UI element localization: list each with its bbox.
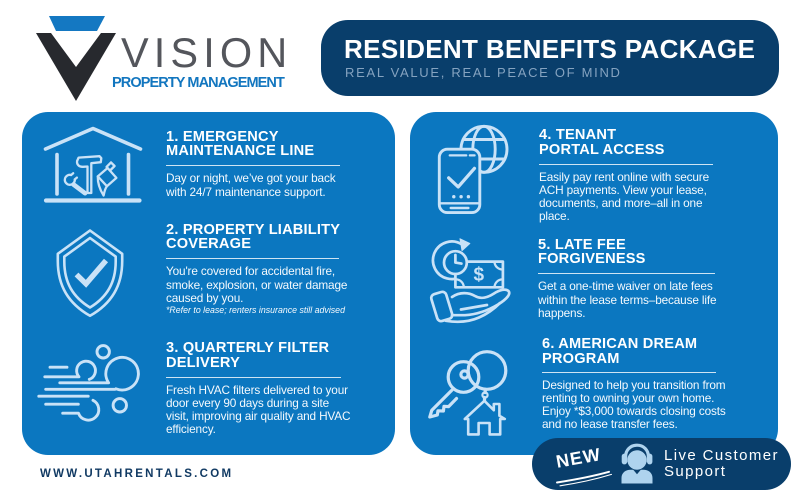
svg-text:$: $: [474, 265, 485, 286]
